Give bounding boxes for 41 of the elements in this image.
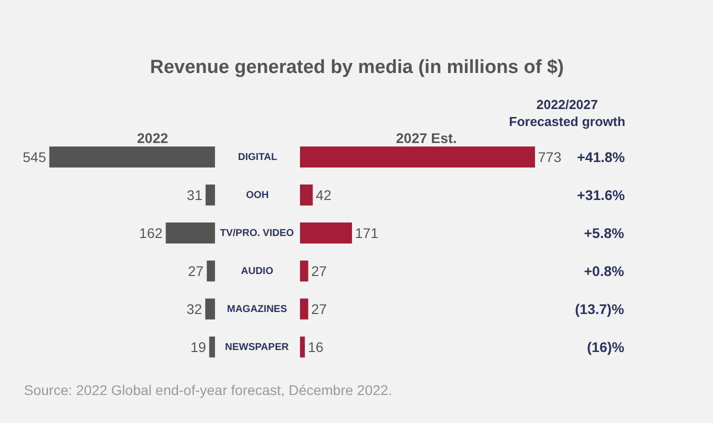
- data-label: 16: [308, 339, 324, 355]
- y-tick-label: OOH: [246, 190, 269, 201]
- data-label: 19: [190, 339, 206, 355]
- y-tick-label: AUDIO: [241, 266, 274, 277]
- bar: [300, 336, 305, 358]
- data-label: 27: [311, 301, 327, 317]
- data-label: 27: [188, 263, 204, 279]
- data-label: 32: [186, 301, 202, 317]
- bar: [209, 336, 215, 358]
- series-label: 2027 Est.: [396, 130, 457, 146]
- text: (16)%: [587, 339, 625, 355]
- data-label: 773: [538, 149, 562, 165]
- data-label: 545: [22, 149, 46, 165]
- bar: [300, 260, 308, 282]
- text: 2022/2027 Forecasted growth: [509, 97, 626, 129]
- bar: [206, 184, 215, 206]
- y-tick-label: MAGAZINES: [227, 304, 288, 315]
- data-label: 27: [311, 263, 327, 279]
- bar: [166, 222, 215, 244]
- data-label: 31: [186, 187, 203, 203]
- text: (13.7)%: [575, 301, 625, 317]
- bar: [49, 146, 215, 168]
- bar: [300, 298, 308, 320]
- data-label: 171: [354, 225, 379, 241]
- series-label: 2022: [137, 130, 168, 146]
- y-tick-label: DIGITAL: [238, 152, 278, 163]
- data-label: 42: [316, 187, 332, 203]
- y-tick-label: TV/PRO. VIDEO: [220, 228, 294, 239]
- text: Revenue generated by media (in millions of $): [150, 57, 564, 78]
- bar: [206, 260, 215, 282]
- text: +5.8%: [584, 225, 625, 241]
- bar: [300, 222, 352, 244]
- data-label: 162: [139, 225, 163, 241]
- bar: [300, 184, 313, 206]
- source-note: Source: 2022 Global end-of-year forecast, Décembre 2022.: [24, 382, 392, 398]
- y-tick-label: NEWSPAPER: [225, 342, 290, 353]
- text: +41.8%: [577, 149, 626, 165]
- bar: [300, 146, 535, 168]
- text: +0.8%: [584, 263, 625, 279]
- bar: [205, 298, 215, 320]
- text: +31.6%: [577, 187, 626, 203]
